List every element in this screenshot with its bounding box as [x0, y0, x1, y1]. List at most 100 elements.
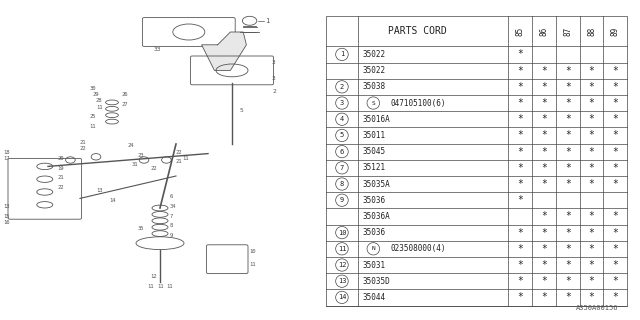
- Text: 3: 3: [272, 76, 276, 81]
- Text: 10: 10: [338, 230, 346, 236]
- Text: 11: 11: [96, 105, 102, 110]
- Text: *: *: [517, 49, 523, 60]
- Text: 35045: 35045: [362, 147, 385, 156]
- Text: *: *: [565, 276, 571, 286]
- Text: 85: 85: [516, 26, 525, 36]
- Text: *: *: [565, 114, 571, 124]
- Text: *: *: [517, 82, 523, 92]
- Text: *: *: [565, 131, 571, 140]
- Text: *: *: [517, 147, 523, 156]
- Text: *: *: [612, 98, 618, 108]
- Text: *: *: [565, 244, 571, 254]
- Text: *: *: [612, 66, 618, 76]
- Text: 22: 22: [80, 147, 86, 151]
- Text: 35022: 35022: [362, 50, 385, 59]
- Text: *: *: [589, 163, 595, 173]
- Text: *: *: [612, 228, 618, 238]
- Text: 11: 11: [90, 124, 96, 129]
- Text: 11: 11: [182, 156, 189, 161]
- Text: *: *: [589, 131, 595, 140]
- Text: *: *: [612, 212, 618, 221]
- Text: 6: 6: [340, 148, 344, 155]
- Text: *: *: [565, 228, 571, 238]
- Text: 6: 6: [170, 194, 173, 199]
- Text: 28: 28: [96, 99, 102, 103]
- Text: 11: 11: [166, 284, 173, 289]
- Text: 11: 11: [157, 284, 163, 289]
- Text: 8: 8: [340, 181, 344, 187]
- Text: 25: 25: [90, 114, 96, 119]
- Text: 023508000(4): 023508000(4): [390, 244, 446, 253]
- Text: 4: 4: [340, 116, 344, 122]
- Text: *: *: [541, 131, 547, 140]
- Text: 33: 33: [154, 47, 161, 52]
- Text: *: *: [565, 179, 571, 189]
- Text: 35044: 35044: [362, 293, 385, 302]
- Text: 20: 20: [58, 156, 64, 161]
- Text: 047105100(6): 047105100(6): [390, 99, 446, 108]
- Text: 22: 22: [176, 149, 182, 155]
- Text: *: *: [541, 179, 547, 189]
- Text: 35038: 35038: [362, 82, 385, 91]
- Text: 10: 10: [250, 249, 256, 254]
- Text: *: *: [517, 163, 523, 173]
- Text: *: *: [517, 292, 523, 302]
- Text: *: *: [541, 212, 547, 221]
- Text: *: *: [589, 244, 595, 254]
- Text: 1: 1: [340, 52, 344, 57]
- Text: *: *: [517, 195, 523, 205]
- Text: 7: 7: [340, 165, 344, 171]
- Text: 13: 13: [338, 278, 346, 284]
- Text: 14: 14: [338, 294, 346, 300]
- Text: 1: 1: [266, 18, 270, 24]
- Text: *: *: [589, 114, 595, 124]
- Text: 22: 22: [58, 185, 64, 190]
- Text: 2: 2: [272, 89, 276, 94]
- Text: *: *: [541, 244, 547, 254]
- Text: 8: 8: [170, 223, 173, 228]
- Text: *: *: [589, 228, 595, 238]
- Text: 21: 21: [58, 175, 64, 180]
- Text: *: *: [589, 179, 595, 189]
- Text: *: *: [565, 212, 571, 221]
- Text: *: *: [589, 212, 595, 221]
- Text: 34: 34: [170, 204, 176, 209]
- Text: 29: 29: [93, 92, 99, 97]
- Text: *: *: [517, 66, 523, 76]
- Text: 13: 13: [96, 188, 102, 193]
- Text: 35: 35: [138, 227, 144, 231]
- Text: *: *: [541, 228, 547, 238]
- Text: *: *: [517, 244, 523, 254]
- Text: *: *: [589, 276, 595, 286]
- Text: *: *: [612, 147, 618, 156]
- Text: N: N: [371, 246, 375, 251]
- Text: 11: 11: [338, 246, 346, 252]
- Text: 35035A: 35035A: [362, 180, 390, 188]
- Text: 2: 2: [340, 84, 344, 90]
- Text: *: *: [612, 114, 618, 124]
- Text: 7: 7: [170, 214, 173, 219]
- Text: *: *: [565, 66, 571, 76]
- Text: 35016A: 35016A: [362, 115, 390, 124]
- Text: 19: 19: [58, 166, 64, 171]
- Text: *: *: [589, 66, 595, 76]
- Text: A350A00156: A350A00156: [575, 305, 618, 310]
- Text: 17: 17: [3, 156, 10, 161]
- Text: *: *: [612, 244, 618, 254]
- Text: 26: 26: [122, 92, 128, 97]
- Text: 11: 11: [250, 262, 256, 267]
- Text: *: *: [612, 163, 618, 173]
- Text: *: *: [565, 260, 571, 270]
- Text: *: *: [517, 260, 523, 270]
- Text: 15: 15: [3, 214, 10, 219]
- Text: *: *: [541, 82, 547, 92]
- Text: 86: 86: [540, 26, 548, 36]
- Text: 18: 18: [3, 149, 10, 155]
- Text: 5: 5: [340, 132, 344, 139]
- Text: 87: 87: [563, 26, 572, 36]
- Text: *: *: [541, 260, 547, 270]
- Text: *: *: [612, 131, 618, 140]
- Text: PARTS CORD: PARTS CORD: [388, 26, 447, 36]
- Text: *: *: [517, 131, 523, 140]
- Text: 88: 88: [587, 26, 596, 36]
